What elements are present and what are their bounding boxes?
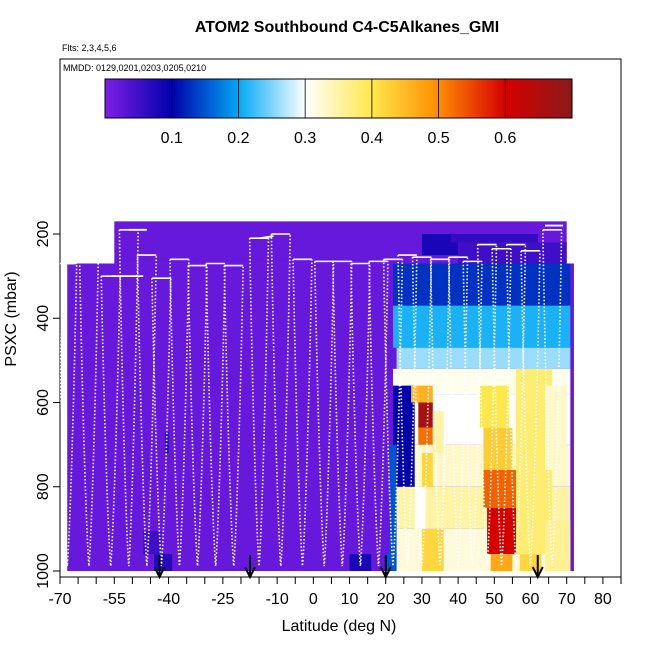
flight-profile [382,259,404,567]
colorbar-tick-label: 0.3 [294,130,316,147]
colorbar-bar [104,78,573,119]
arrow-head [244,566,256,580]
x-tick-label: 80 [594,591,612,608]
y-tick-label: 400 [35,305,52,332]
heatmap-cell [411,385,419,403]
flight-profile [429,259,451,567]
colorbar-tick-label: 0.6 [494,130,516,147]
arrow-head [531,566,544,580]
chart-title: ATOM2 Southbound C4-C5Alkanes_GMI [195,19,499,36]
heatmap-cell [392,263,571,306]
colorbar: 0.1 0.2 0.3 0.4 0.5 0.6 [104,78,573,147]
x-tick-label: 0 [309,591,318,608]
flight-profile [411,257,433,567]
y-tick-label: 200 [35,221,52,248]
flight-profile [205,263,226,567]
heatmap-cell [418,402,433,428]
x-tick-label: 30 [413,591,431,608]
marker-arrows [153,555,544,580]
heatmap-cell [458,242,567,264]
y-tick-label: 1000 [35,553,52,589]
flight-profile [270,233,291,567]
flight-profile [187,265,208,567]
x-axis: -70 -55 -40 -25 -10 0 10 20 30 40 50 60 70 80 [48,577,622,608]
heatmap-cell [432,410,444,454]
x-tick-label: 60 [522,591,540,608]
x-tick-label: 40 [449,591,467,608]
flight-track [258,235,274,240]
x-axis-label: Latitude (deg N) [282,618,397,635]
dates-label: MMDD: 0129,0201,0203,0205,0210 [63,63,206,73]
x-tick-label: -25 [211,591,234,608]
heatmap-cell [164,431,169,454]
heatmap-cell [421,234,459,256]
x-tick-label: -70 [48,591,71,608]
x-tick-label: 20 [377,591,395,608]
x-tick-label: 50 [485,591,503,608]
arrow-head [153,566,166,580]
heatmap-cell [544,385,567,470]
colorbar-tick-label: 0.5 [427,130,449,147]
x-tick-label: 70 [558,591,576,608]
heatmap-cell [418,427,433,445]
heatmap-cell [418,385,433,403]
colorbar-tick-label: 0.4 [361,130,383,147]
flight-profile [151,278,172,567]
flight-profile [332,261,353,567]
flight-profile [169,259,190,567]
flight-profile [118,229,139,567]
heatmap-cell [392,305,571,348]
heatmap-cell [414,486,426,529]
heatmap-cell [389,444,397,571]
y-tick-label: 600 [35,389,52,416]
x-tick-label: -55 [103,591,126,608]
heatmap-cell [421,528,444,571]
flight-profile [447,257,469,567]
flight-profile [520,250,541,567]
flight-profile [505,244,527,567]
heatmap-cells [67,221,574,571]
x-tick-label: -40 [157,591,180,608]
heatmap-cell [450,234,538,243]
heatmap-cell [483,469,517,508]
x-tick-label: -10 [266,591,289,608]
x-tick-label: 10 [341,591,359,608]
flight-profile [476,244,498,567]
heatmap-cell [490,554,513,571]
flight-profile [350,263,371,567]
heatmap-cell [421,453,433,487]
flight-profile [60,263,78,567]
flight-profile [314,261,335,567]
flight-profile [223,265,244,567]
heatmap-cell [396,347,571,369]
flight-profile [542,229,563,567]
y-axis: 200 400 600 800 1000 [35,221,60,589]
heatmap-cell [544,520,571,571]
flight-profiles [60,224,564,567]
flight-profile [100,276,121,567]
flight-profile [368,261,389,567]
y-tick-label: 800 [35,473,52,500]
colorbar-tick-label: 0.2 [227,130,249,147]
colorbar-ticks: 0.1 0.2 0.3 0.4 0.5 0.6 [161,79,517,147]
colorbar-tick-label: 0.1 [161,130,183,147]
flight-profile [462,261,483,567]
heatmap-cell [479,385,509,428]
flights-label: Flts: 2,3,4,5,6 [62,43,117,53]
flight-profile [292,259,313,567]
y-axis-label: PSXC (mbar) [3,271,20,366]
